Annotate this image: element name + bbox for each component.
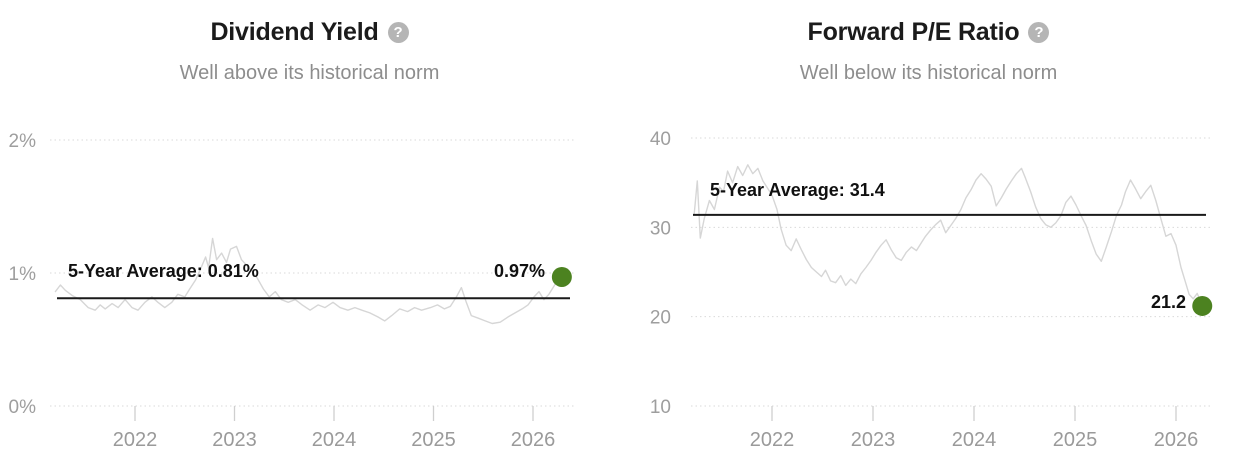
forward-pe-panel: Forward P/E Ratio ? Well below its histo… <box>619 0 1238 469</box>
average-annotation: 5-Year Average: 31.4 <box>710 180 885 200</box>
x-axis-tick-label: 2023 <box>851 429 896 451</box>
x-axis-tick-label: 2026 <box>1154 429 1199 451</box>
average-annotation: 5-Year Average: 0.81% <box>68 261 259 281</box>
dividend-yield-chart[interactable]: 0% 1% 2% 2022 2023 2024 2025 2026 <box>0 120 619 469</box>
current-value-label: 21.2 <box>1150 292 1186 312</box>
series-line <box>54 237 563 325</box>
current-value-label: 0.97% <box>493 261 545 281</box>
y-axis-tick-label: 2% <box>9 131 37 152</box>
dividend-yield-header: Dividend Yield ? Well above its historic… <box>0 0 619 85</box>
question-mark-icon[interactable]: ? <box>1028 21 1050 43</box>
x-axis-tick-label: 2025 <box>411 429 456 451</box>
page-title: Forward P/E Ratio <box>807 18 1020 46</box>
page-title: Dividend Yield <box>210 18 379 46</box>
forward-pe-title-row: Forward P/E Ratio ? <box>619 17 1238 47</box>
y-axis-tick-label: 1% <box>9 264 37 285</box>
y-axis-tick-label: 20 <box>650 308 671 329</box>
forward-pe-subtitle: Well below its historical norm <box>799 62 1058 84</box>
y-axis-tick-label: 10 <box>650 397 671 418</box>
y-axis-tick-label: 0% <box>9 397 37 418</box>
dividend-yield-subtitle: Well above its historical norm <box>179 62 440 84</box>
y-axis-tick-label: 30 <box>650 218 671 239</box>
series-line <box>693 164 1203 307</box>
x-axis-tick-label: 2022 <box>113 429 158 451</box>
x-axis-tick-label: 2024 <box>952 429 997 451</box>
y-axis-tick-label: 40 <box>650 129 671 150</box>
dividend-yield-title-row: Dividend Yield ? <box>0 17 619 47</box>
x-axis-tick-label: 2025 <box>1053 429 1098 451</box>
forward-pe-chart[interactable]: 10 20 30 40 2022 2023 2024 2025 2026 <box>619 120 1238 469</box>
current-value-dot <box>1192 295 1213 316</box>
x-axis-tick-label: 2026 <box>511 429 556 451</box>
question-mark-icon[interactable]: ? <box>387 21 409 43</box>
dividend-yield-panel: Dividend Yield ? Well above its historic… <box>0 0 619 469</box>
current-value-dot <box>551 266 572 287</box>
x-axis-tick-label: 2024 <box>312 429 357 451</box>
forward-pe-header: Forward P/E Ratio ? Well below its histo… <box>619 0 1238 85</box>
x-axis-tick-label: 2023 <box>212 429 257 451</box>
x-axis-tick-label: 2022 <box>750 429 795 451</box>
